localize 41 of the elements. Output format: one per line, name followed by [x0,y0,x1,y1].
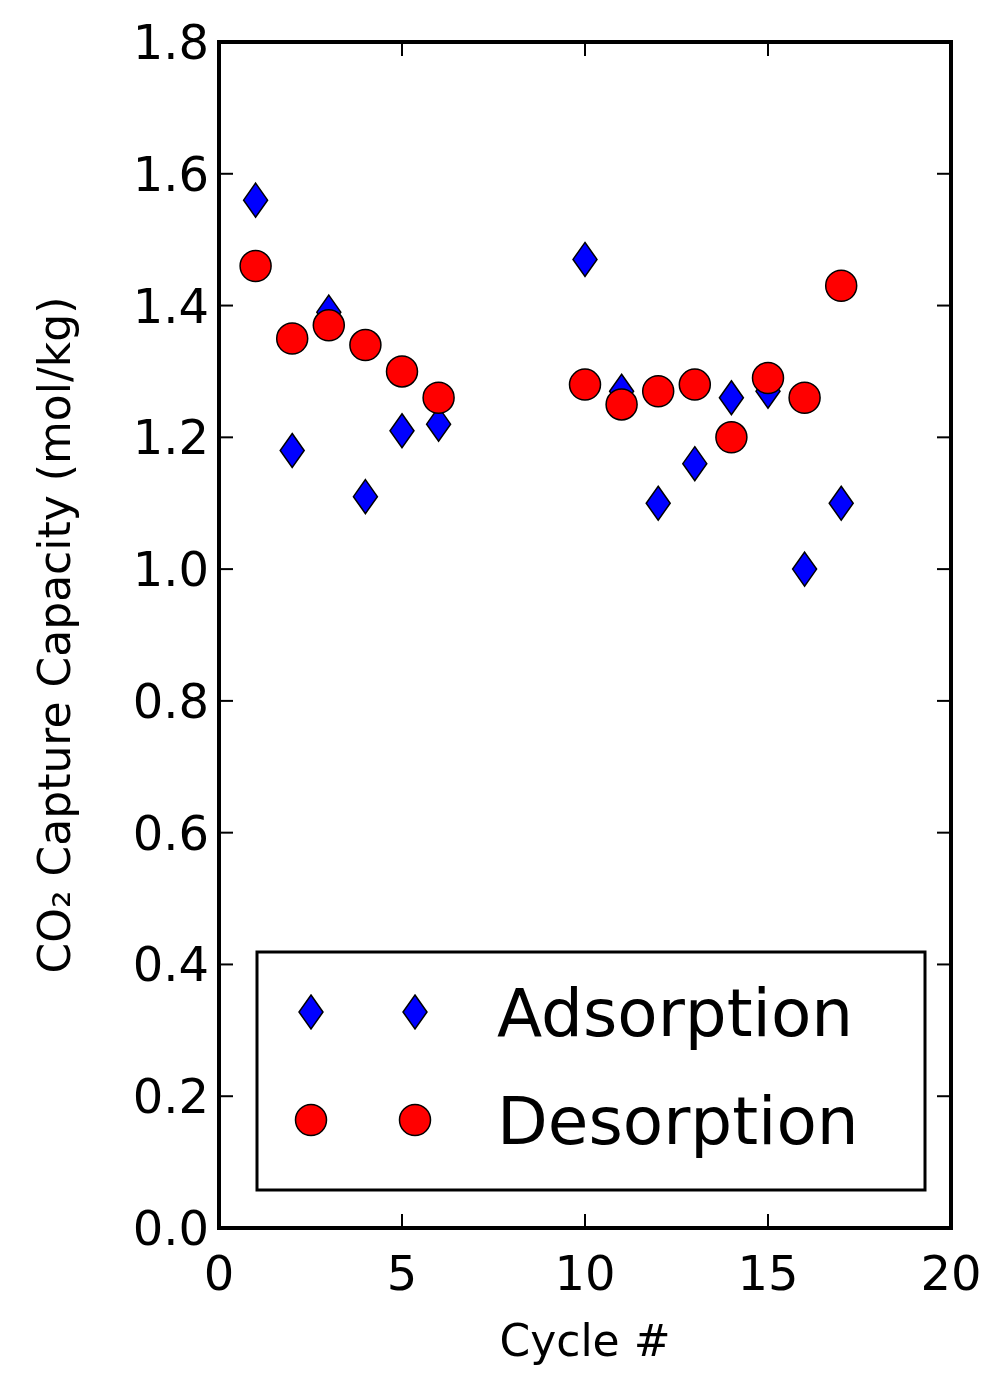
y-tick-label: 1.6 [132,145,209,202]
point [385,355,419,388]
y-tick-label: 1.2 [132,409,209,466]
x-tick-label: 10 [554,1245,616,1301]
point [279,432,305,469]
point [751,361,785,395]
point [828,485,854,521]
y-tick-label: 0.8 [132,672,209,729]
x-tick-label: 15 [737,1245,799,1301]
y-tick-label: 0.2 [132,1068,209,1125]
y-tick-label: 1.0 [132,541,209,598]
x-tick-label: 5 [386,1245,418,1301]
point [422,381,455,415]
legend-label: Desorption [497,1083,859,1160]
point [312,309,346,342]
point [788,381,821,415]
point [242,182,269,218]
point [568,368,602,401]
point [791,551,818,587]
point [572,241,598,278]
point [824,269,858,303]
y-tick-label: 1.4 [132,277,209,334]
point [352,478,379,515]
point [239,249,272,283]
point [605,388,638,421]
point [389,412,415,449]
x-tick-label: 20 [920,1245,982,1301]
y-tick-label: 0.6 [132,804,209,861]
point [641,374,675,408]
x-axis-title: Cycle # [499,1315,671,1366]
point [718,380,745,416]
legend-label: Adsorption [497,975,854,1052]
point [682,445,708,482]
point [645,485,671,521]
y-tick-label: 1.8 [132,14,209,70]
y-tick-label: 0.4 [132,936,209,993]
point [349,328,382,362]
y-axis-title: CO₂ Capture Capacity (mol/kg) [29,296,80,974]
point [678,368,712,401]
point [715,421,748,454]
point [275,322,309,355]
